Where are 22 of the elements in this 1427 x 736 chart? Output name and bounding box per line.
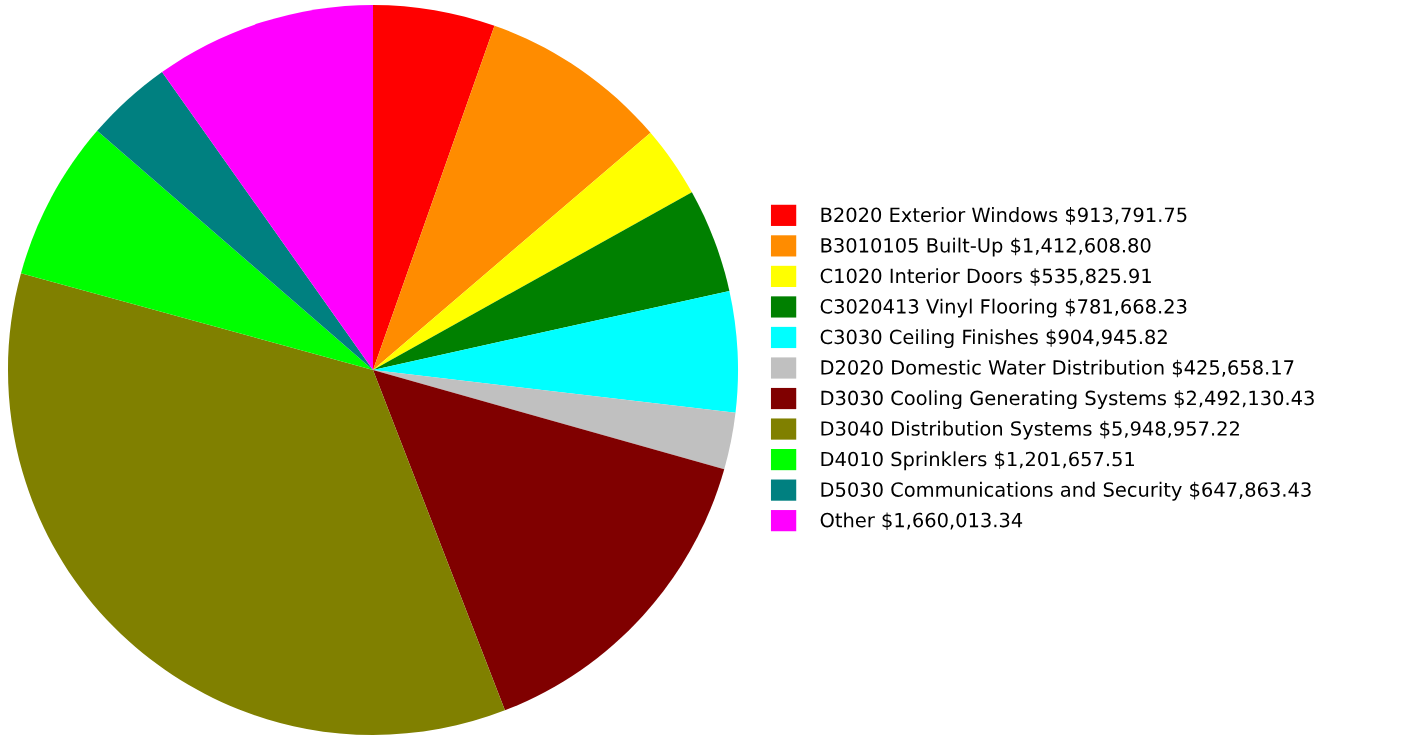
legend-label: D3030 Cooling Generating Systems $2,492,130.43 xyxy=(821,390,1314,410)
legend-label: C3020413 Vinyl Flooring $781,668.23 xyxy=(820,298,1187,318)
pie-slice xyxy=(373,290,739,413)
legend-label: B2020 Exterior Windows $913,791.75 xyxy=(821,207,1187,225)
legend-label: C1020 Interior Doors $535,825.91 xyxy=(820,268,1151,286)
pie-slice xyxy=(8,273,505,735)
pie-slice xyxy=(373,192,730,370)
legend-label: C3030 Ceiling Finishes $904,945.82 xyxy=(820,329,1167,349)
legend-label: Other $1,660,013.34 xyxy=(820,512,1023,531)
pie-slice xyxy=(97,72,374,370)
legend-label: D4010 Sprinklers $1,201,657.51 xyxy=(821,451,1134,471)
legend-label: D2020 Domestic Water Distribution $425,658.17 xyxy=(821,359,1294,378)
legend-label: D5030 Communications and Security $647,863.43 xyxy=(821,481,1311,501)
pie-slice xyxy=(373,369,725,711)
pie-slice xyxy=(373,25,651,370)
legend-label: B3010105 Built-Up $1,412,608.80 xyxy=(821,237,1151,257)
pie-slice xyxy=(373,132,692,370)
pie-slice xyxy=(21,130,374,370)
pie-slice xyxy=(162,4,374,370)
legend-label: D3040 Distribution Systems $5,948,957.22 xyxy=(821,420,1239,440)
pie-slice xyxy=(373,369,736,470)
pie-slice xyxy=(373,4,495,370)
